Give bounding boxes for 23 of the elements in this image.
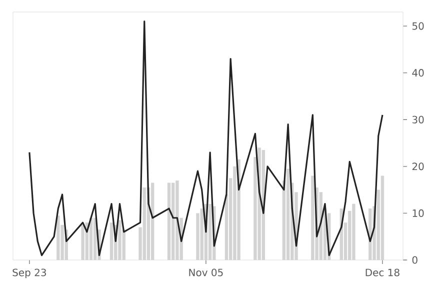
bar	[176, 180, 179, 260]
bar	[172, 182, 175, 260]
y-tick-label: 10	[412, 209, 424, 217]
y-tick-label: 50	[412, 22, 424, 30]
bar	[311, 176, 314, 260]
y-tick-label: 20	[412, 162, 424, 170]
x-tick-label: Dec 18	[366, 268, 400, 276]
bar	[142, 187, 146, 260]
bar	[208, 204, 212, 260]
y-tick-label: 40	[412, 69, 424, 77]
bar	[56, 216, 60, 260]
bar	[380, 176, 384, 260]
bar	[167, 182, 171, 260]
y-tick-label: 0	[412, 256, 418, 264]
bar	[352, 204, 356, 260]
y-tick-label: 30	[412, 116, 424, 124]
bar	[286, 168, 290, 260]
x-tick-label: Nov 05	[189, 268, 223, 276]
bar	[110, 222, 114, 260]
x-tick-label: Sep 23	[12, 268, 46, 278]
bar	[81, 224, 84, 260]
line-series	[28, 20, 384, 256]
bar	[118, 220, 122, 260]
